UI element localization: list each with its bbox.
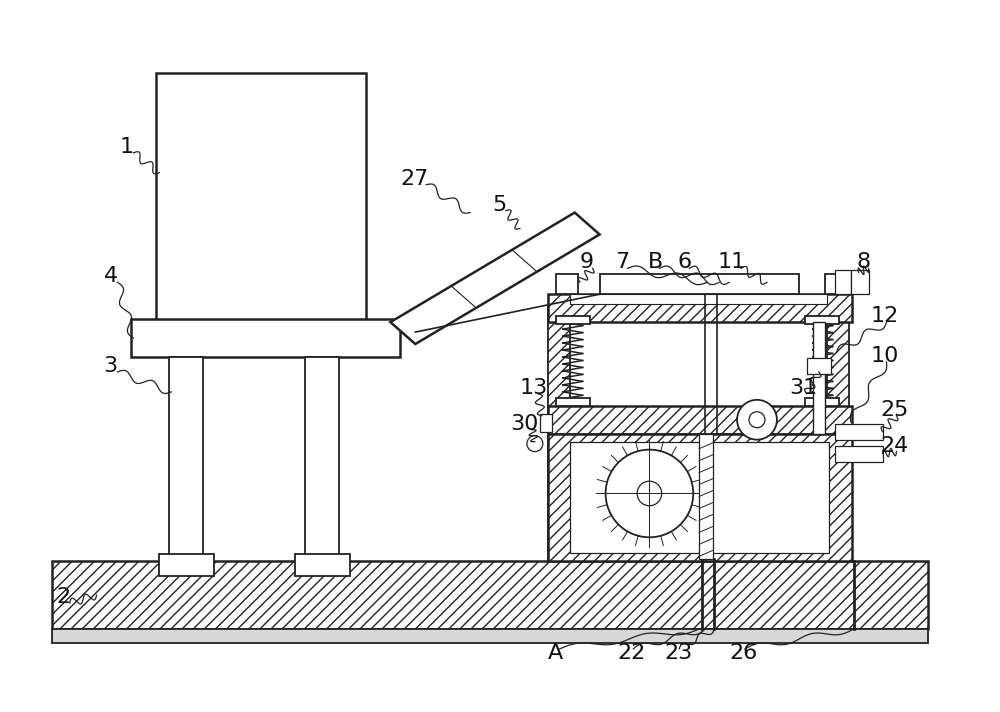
Bar — [548, 406, 852, 434]
Text: 8: 8 — [857, 252, 871, 273]
Text: 23: 23 — [664, 643, 693, 663]
Text: 3: 3 — [104, 356, 118, 376]
Text: A: A — [548, 643, 563, 663]
Bar — [805, 316, 839, 324]
Text: 6: 6 — [677, 252, 691, 273]
Bar — [813, 322, 825, 434]
Text: 12: 12 — [871, 306, 899, 326]
Bar — [851, 271, 869, 294]
Polygon shape — [390, 213, 600, 344]
Text: 11: 11 — [717, 252, 745, 273]
Text: 25: 25 — [881, 399, 909, 420]
Text: 9: 9 — [580, 252, 594, 273]
Circle shape — [637, 481, 662, 506]
Text: 24: 24 — [881, 436, 909, 456]
Text: 7: 7 — [616, 252, 630, 273]
Text: 2: 2 — [57, 587, 71, 607]
Bar — [548, 294, 852, 322]
Text: 10: 10 — [871, 346, 899, 366]
Text: 5: 5 — [492, 194, 506, 214]
Bar — [169, 357, 203, 559]
Bar — [556, 398, 590, 406]
Bar — [600, 274, 799, 294]
Bar — [699, 434, 713, 559]
Bar — [556, 274, 578, 294]
Circle shape — [527, 436, 543, 451]
Text: B: B — [647, 252, 663, 273]
Text: 4: 4 — [104, 266, 118, 286]
Bar — [835, 271, 851, 294]
Bar — [825, 274, 847, 294]
Bar — [548, 304, 570, 561]
Bar — [570, 294, 827, 304]
Text: 30: 30 — [510, 414, 538, 434]
Bar — [156, 73, 366, 322]
Bar — [52, 561, 928, 629]
Bar — [835, 424, 883, 440]
Bar — [540, 414, 552, 431]
Bar — [295, 554, 350, 576]
Bar — [570, 441, 829, 553]
Bar — [556, 316, 590, 324]
Text: 26: 26 — [729, 643, 757, 663]
Bar — [807, 358, 831, 374]
Text: 27: 27 — [400, 169, 429, 189]
Text: 31: 31 — [789, 378, 817, 398]
Bar — [805, 398, 839, 406]
Bar — [305, 357, 339, 559]
Bar — [131, 319, 400, 357]
Bar — [835, 446, 883, 461]
Text: 13: 13 — [520, 378, 548, 398]
Text: 1: 1 — [119, 137, 134, 157]
Circle shape — [737, 400, 777, 440]
Bar — [827, 304, 849, 561]
Bar — [548, 434, 852, 561]
Bar — [52, 629, 928, 643]
Text: 22: 22 — [618, 643, 646, 663]
Bar — [159, 554, 214, 576]
